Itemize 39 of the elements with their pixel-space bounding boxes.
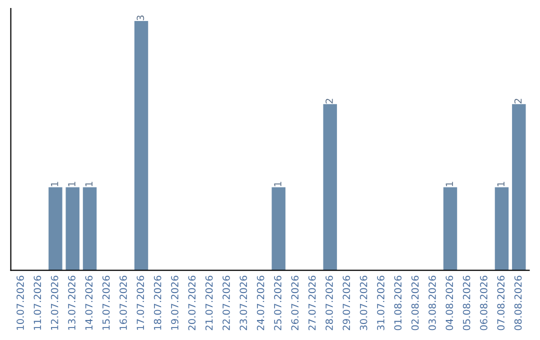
x-tick-label: 17.07.2026 [136, 276, 144, 330]
data-label: 2 [514, 98, 522, 104]
x-tick-label: 12.07.2026 [50, 276, 58, 330]
x-tick-label: 08.08.2026 [514, 276, 522, 330]
data-label: 1 [446, 182, 453, 186]
x-tick-label: 07.08.2026 [497, 276, 505, 330]
x-tick-label: 24.07.2026 [256, 276, 264, 330]
x-tick-label: 15.07.2026 [102, 276, 110, 330]
x-tick-label: 20.07.2026 [188, 276, 196, 330]
x-tick-label: 23.07.2026 [240, 276, 248, 330]
x-tick-label: 04.08.2026 [446, 276, 454, 330]
x-tick-label: 18.07.2026 [154, 276, 162, 330]
data-label: 1 [497, 182, 504, 186]
data-label: 3 [136, 16, 144, 20]
x-tick-label: 19.07.2026 [171, 276, 178, 330]
x-tick-label: 02.08.2026 [411, 276, 419, 330]
x-tick-label: 28.07.2026 [326, 276, 333, 330]
x-tick-label: 26.07.2026 [291, 276, 299, 330]
x-tick-label: 22.07.2026 [222, 276, 230, 330]
x-tick-label: 03.08.2026 [428, 276, 436, 330]
x-tick-label: 31.07.2026 [377, 276, 384, 330]
x-tick-label: 16.07.2026 [120, 276, 127, 330]
x-tick-label: 06.08.2026 [480, 276, 488, 330]
data-label: 1 [68, 182, 76, 186]
x-tick-label: 10.07.2026 [16, 276, 24, 330]
x-tick-label: 27.07.2026 [308, 276, 316, 330]
x-tick-label: 25.07.2026 [274, 276, 282, 330]
x-tick-label: 13.07.2026 [68, 276, 76, 330]
data-label: 2 [326, 98, 333, 104]
x-tick-label: 05.08.2026 [462, 276, 470, 330]
x-tick-label: 14.07.2026 [85, 276, 93, 330]
x-tick-label: 21.07.2026 [205, 276, 213, 330]
data-label: 1 [85, 182, 92, 186]
x-tick-label: 30.07.2026 [360, 276, 368, 330]
x-tick-label: 29.07.2026 [342, 276, 350, 330]
data-label: 1 [51, 182, 58, 186]
x-tick-label: 01.08.2026 [394, 276, 402, 330]
x-tick-label: 11.07.2026 [34, 276, 42, 330]
data-label: 1 [274, 182, 282, 186]
